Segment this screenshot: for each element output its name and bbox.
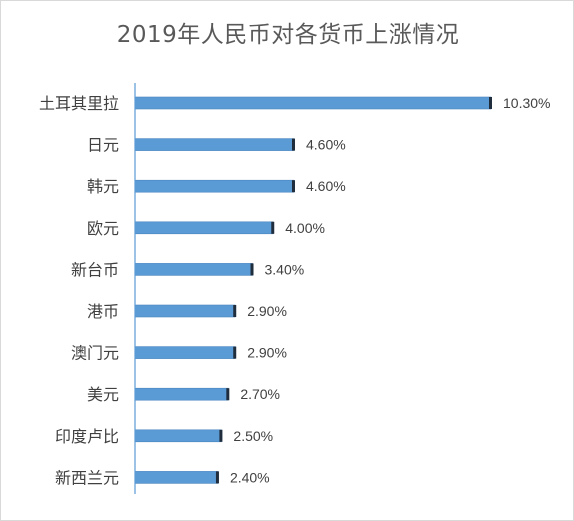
category-label: 新西兰元	[55, 468, 119, 487]
data-label: 2.50%	[233, 428, 273, 444]
bar	[134, 221, 274, 235]
bar-end-cap	[215, 471, 219, 484]
bar-end-cap	[271, 221, 275, 234]
data-label: 10.30%	[503, 95, 550, 111]
bar-end-cap	[250, 263, 254, 276]
bar-end-cap	[226, 388, 230, 401]
category-label: 欧元	[87, 219, 119, 238]
bar	[134, 387, 229, 401]
bar	[134, 263, 253, 276]
data-label: 2.90%	[247, 303, 287, 319]
data-label: 2.40%	[230, 469, 270, 485]
bar-end-cap	[291, 180, 295, 193]
bar	[134, 96, 492, 110]
data-label: 4.60%	[306, 178, 346, 194]
data-label: 2.90%	[247, 345, 287, 361]
category-label: 新台币	[71, 260, 119, 279]
category-label: 土耳其里拉	[39, 94, 119, 113]
bar	[134, 304, 236, 318]
category-label: 印度卢比	[55, 427, 119, 446]
chart-title: 2019年人民币对各货币上涨情况	[116, 22, 460, 48]
data-label: 4.60%	[306, 137, 346, 153]
bar-end-cap	[489, 97, 492, 109]
category-label: 港币	[87, 302, 119, 321]
category-label: 美元	[87, 385, 119, 404]
bar	[134, 179, 295, 193]
bar	[134, 471, 219, 484]
bar	[134, 429, 222, 443]
bar	[134, 138, 295, 151]
bar-end-cap	[233, 346, 237, 359]
bar-end-cap	[291, 138, 295, 151]
category-label: 日元	[87, 136, 119, 155]
data-label: 4.00%	[285, 220, 325, 236]
data-label: 3.40%	[265, 261, 305, 277]
category-label: 澳门元	[71, 344, 119, 363]
data-label: 2.70%	[240, 386, 280, 402]
bar-end-cap	[219, 429, 223, 442]
bar	[134, 346, 236, 359]
bar-end-cap	[233, 305, 237, 317]
category-label: 韩元	[87, 177, 119, 196]
